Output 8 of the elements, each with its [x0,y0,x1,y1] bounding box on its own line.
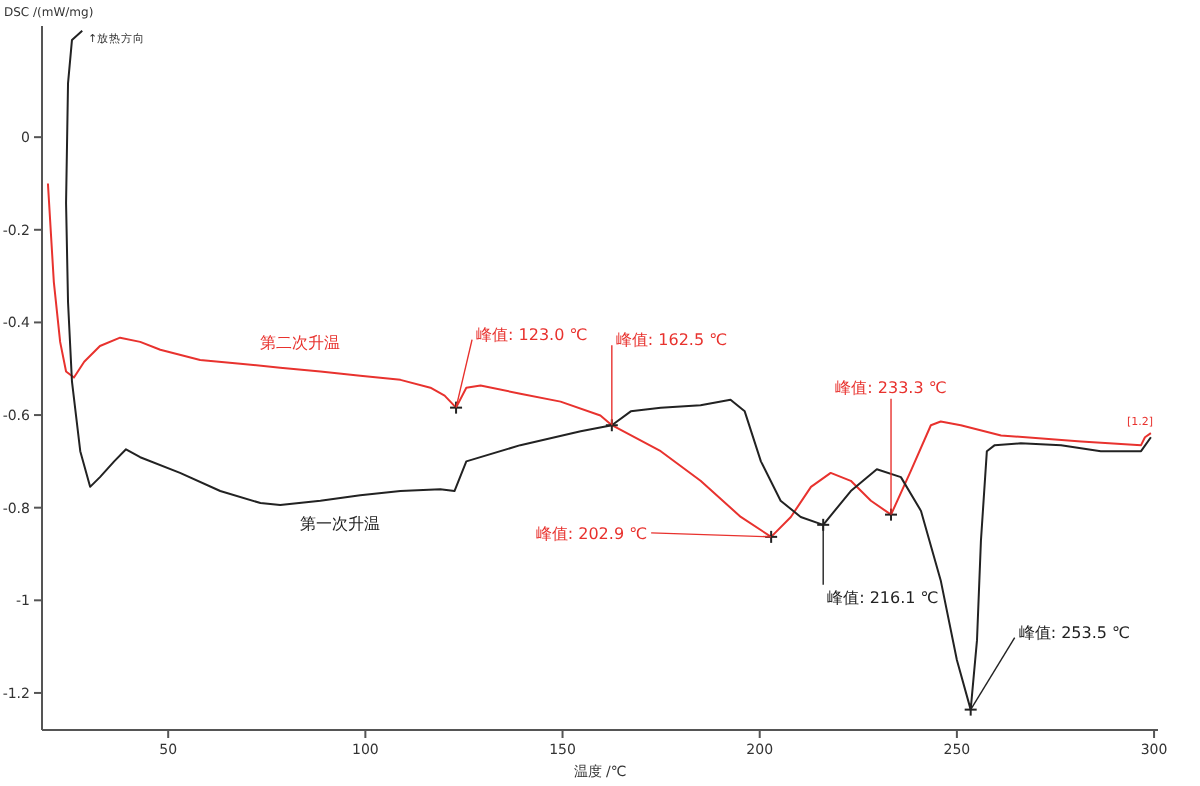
annotation: 峰值: 233.3 ℃ [835,378,947,397]
series-label: 第二次升温 [260,333,341,352]
annotation: 峰值: 202.9 ℃ [535,524,648,543]
series-label: 第一次升温 [300,514,381,533]
annotation: 峰值: 253.5 ℃ [1018,623,1131,642]
annotation: 峰值: 216.1 ℃ [827,588,939,607]
annotation: 峰值: 162.5 ℃ [615,331,728,350]
annotation: 峰值: 123.0 ℃ [476,325,588,344]
